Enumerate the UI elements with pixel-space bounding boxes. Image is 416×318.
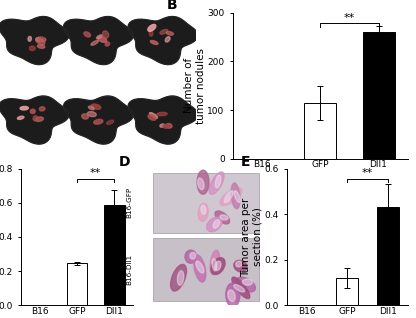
Polygon shape bbox=[128, 96, 198, 144]
Y-axis label: Tumor area per
section (%): Tumor area per section (%) bbox=[241, 197, 263, 277]
Text: E: E bbox=[241, 155, 251, 169]
Ellipse shape bbox=[98, 37, 107, 42]
Ellipse shape bbox=[87, 112, 96, 117]
Text: **: ** bbox=[362, 168, 373, 178]
Ellipse shape bbox=[150, 40, 158, 45]
Ellipse shape bbox=[20, 107, 28, 110]
Ellipse shape bbox=[220, 215, 228, 220]
Ellipse shape bbox=[148, 24, 156, 31]
Ellipse shape bbox=[226, 283, 240, 307]
Ellipse shape bbox=[91, 40, 99, 45]
Ellipse shape bbox=[165, 37, 170, 42]
Ellipse shape bbox=[215, 175, 221, 188]
Ellipse shape bbox=[35, 117, 43, 121]
Text: B: B bbox=[166, 0, 177, 12]
Ellipse shape bbox=[160, 124, 165, 127]
Ellipse shape bbox=[236, 277, 255, 292]
Ellipse shape bbox=[213, 220, 220, 228]
Ellipse shape bbox=[105, 42, 110, 46]
Ellipse shape bbox=[36, 38, 45, 45]
Y-axis label: Number of
tumor nodules: Number of tumor nodules bbox=[184, 48, 206, 124]
Ellipse shape bbox=[194, 255, 206, 282]
Ellipse shape bbox=[211, 258, 225, 274]
Ellipse shape bbox=[40, 107, 45, 111]
Ellipse shape bbox=[177, 271, 184, 285]
Bar bbox=[305, 103, 337, 159]
Bar bbox=[376, 207, 399, 305]
Ellipse shape bbox=[82, 114, 89, 119]
Ellipse shape bbox=[91, 104, 101, 109]
Ellipse shape bbox=[160, 30, 168, 34]
Bar bbox=[104, 205, 125, 305]
Ellipse shape bbox=[163, 125, 169, 128]
Ellipse shape bbox=[185, 250, 196, 263]
Ellipse shape bbox=[215, 211, 230, 224]
Ellipse shape bbox=[210, 250, 220, 275]
Ellipse shape bbox=[36, 37, 46, 42]
Ellipse shape bbox=[166, 124, 172, 128]
Ellipse shape bbox=[37, 45, 45, 48]
Polygon shape bbox=[64, 17, 133, 65]
Ellipse shape bbox=[201, 205, 206, 214]
Ellipse shape bbox=[84, 32, 91, 37]
Ellipse shape bbox=[190, 252, 196, 259]
Bar bbox=[336, 278, 359, 305]
Ellipse shape bbox=[30, 46, 35, 51]
Text: A: A bbox=[2, 2, 13, 16]
Polygon shape bbox=[0, 96, 69, 144]
Text: D: D bbox=[118, 155, 130, 169]
Text: B16-Dll1: B16-Dll1 bbox=[126, 254, 133, 285]
Ellipse shape bbox=[198, 204, 208, 221]
Ellipse shape bbox=[148, 115, 156, 120]
Polygon shape bbox=[128, 17, 198, 65]
Ellipse shape bbox=[198, 178, 204, 190]
Ellipse shape bbox=[97, 35, 102, 39]
Ellipse shape bbox=[30, 109, 35, 114]
Ellipse shape bbox=[157, 112, 167, 116]
Ellipse shape bbox=[196, 261, 204, 273]
Ellipse shape bbox=[106, 120, 114, 124]
Ellipse shape bbox=[232, 277, 250, 299]
Polygon shape bbox=[64, 96, 133, 144]
Ellipse shape bbox=[33, 116, 37, 121]
FancyBboxPatch shape bbox=[153, 238, 259, 301]
Ellipse shape bbox=[234, 260, 247, 272]
Ellipse shape bbox=[215, 261, 221, 271]
Ellipse shape bbox=[197, 170, 209, 194]
Ellipse shape bbox=[234, 191, 240, 203]
Ellipse shape bbox=[149, 30, 153, 36]
Text: **: ** bbox=[90, 168, 102, 178]
Ellipse shape bbox=[39, 37, 45, 42]
Ellipse shape bbox=[209, 172, 224, 194]
Ellipse shape bbox=[102, 31, 109, 38]
Polygon shape bbox=[0, 17, 69, 65]
Ellipse shape bbox=[17, 116, 24, 119]
Bar bbox=[363, 32, 395, 159]
FancyBboxPatch shape bbox=[153, 173, 259, 233]
Ellipse shape bbox=[228, 290, 235, 301]
Text: **: ** bbox=[344, 13, 355, 23]
Ellipse shape bbox=[149, 113, 158, 118]
Ellipse shape bbox=[94, 119, 103, 124]
Text: B16-GFP: B16-GFP bbox=[126, 187, 133, 218]
Ellipse shape bbox=[243, 279, 253, 285]
Ellipse shape bbox=[28, 36, 32, 41]
Ellipse shape bbox=[224, 191, 233, 203]
Ellipse shape bbox=[234, 285, 245, 292]
Ellipse shape bbox=[171, 264, 186, 291]
Ellipse shape bbox=[89, 106, 94, 110]
Ellipse shape bbox=[220, 188, 242, 205]
Ellipse shape bbox=[236, 261, 242, 267]
Bar bbox=[67, 263, 87, 305]
Ellipse shape bbox=[231, 183, 240, 209]
Ellipse shape bbox=[207, 217, 222, 232]
Ellipse shape bbox=[166, 31, 173, 35]
Ellipse shape bbox=[212, 259, 217, 271]
